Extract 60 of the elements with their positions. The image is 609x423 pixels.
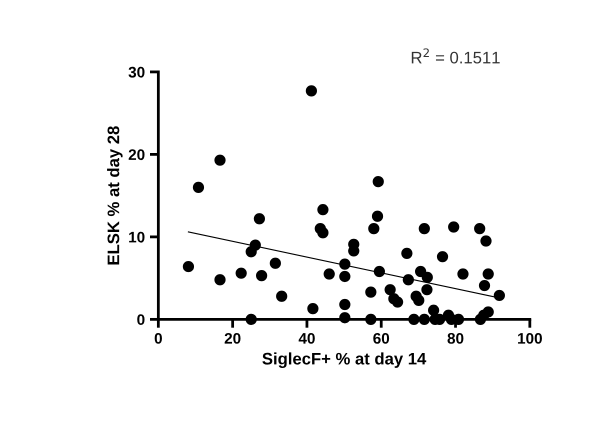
- point: [317, 227, 329, 238]
- point: [306, 85, 317, 96]
- point: [474, 223, 486, 234]
- point: [254, 213, 265, 224]
- point: [250, 240, 261, 251]
- point: [236, 268, 247, 279]
- point: [392, 296, 404, 308]
- point: [421, 284, 433, 296]
- point: [368, 223, 380, 234]
- point: [182, 260, 194, 272]
- x-tick-label: 80: [448, 332, 464, 344]
- point: [192, 182, 204, 193]
- point: [339, 270, 350, 282]
- x-tick-label: 40: [298, 332, 315, 344]
- x-tick-label: 0: [154, 332, 162, 344]
- point: [413, 294, 424, 306]
- point: [372, 210, 384, 222]
- point: [436, 251, 448, 262]
- point: [457, 268, 469, 280]
- y-tick-label: 20: [128, 149, 145, 160]
- y-tick-label: 10: [129, 232, 145, 243]
- point: [408, 314, 420, 325]
- point: [317, 204, 329, 216]
- point: [482, 306, 494, 318]
- x-axis-title: SiglecF+ % at day 14: [262, 352, 426, 368]
- point: [270, 258, 281, 269]
- point: [256, 270, 268, 282]
- point: [324, 268, 335, 280]
- point: [402, 274, 414, 286]
- y-tick-label: 0: [137, 314, 145, 326]
- point: [494, 290, 505, 302]
- point: [418, 314, 430, 325]
- point: [307, 303, 318, 314]
- text: R$^{2}$ = 0.1511: [412, 48, 500, 64]
- point: [365, 314, 376, 325]
- point: [339, 298, 350, 310]
- y-tick-label: 30: [128, 66, 145, 78]
- point: [448, 221, 460, 233]
- point: [384, 284, 396, 296]
- point: [415, 266, 426, 278]
- x-tick-label: 100: [518, 332, 542, 344]
- point: [418, 223, 430, 234]
- point: [482, 268, 494, 280]
- point: [374, 266, 385, 278]
- point: [428, 304, 440, 316]
- point: [339, 312, 350, 324]
- point: [422, 272, 433, 283]
- point: [246, 314, 257, 325]
- point: [214, 154, 226, 166]
- point: [401, 248, 412, 259]
- x-tick-label: 20: [224, 332, 241, 344]
- y-axis-title: ELSK % at day 28: [107, 126, 123, 264]
- point: [214, 274, 226, 286]
- point: [480, 235, 492, 247]
- point: [478, 280, 490, 292]
- point: [372, 176, 384, 188]
- point: [276, 290, 288, 302]
- x-tick-label: 60: [373, 332, 390, 344]
- point: [339, 258, 350, 270]
- point: [365, 286, 376, 298]
